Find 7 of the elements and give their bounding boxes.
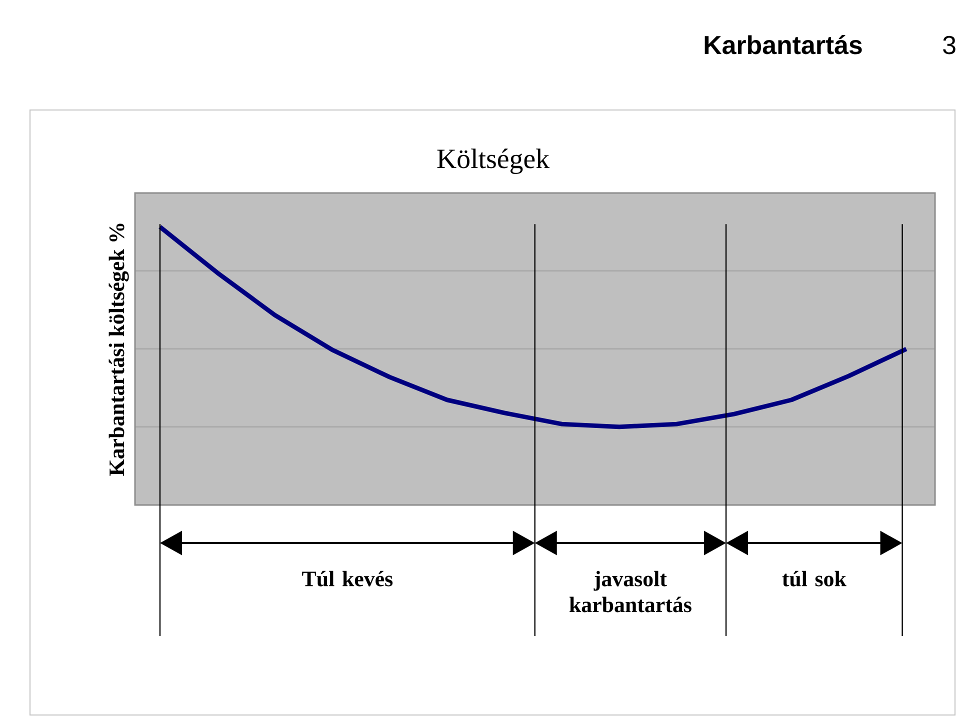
- text: Karbantartás: [704, 34, 862, 54]
- text: javasolt karbantartás: [570, 570, 692, 612]
- chart-title: Költségek: [437, 148, 550, 174]
- y-axis-title: Karbantartási költségek %: [108, 224, 129, 476]
- text: Túl kevés: [302, 570, 393, 586]
- text: 3: [943, 36, 956, 54]
- text: túl sok: [782, 570, 846, 586]
